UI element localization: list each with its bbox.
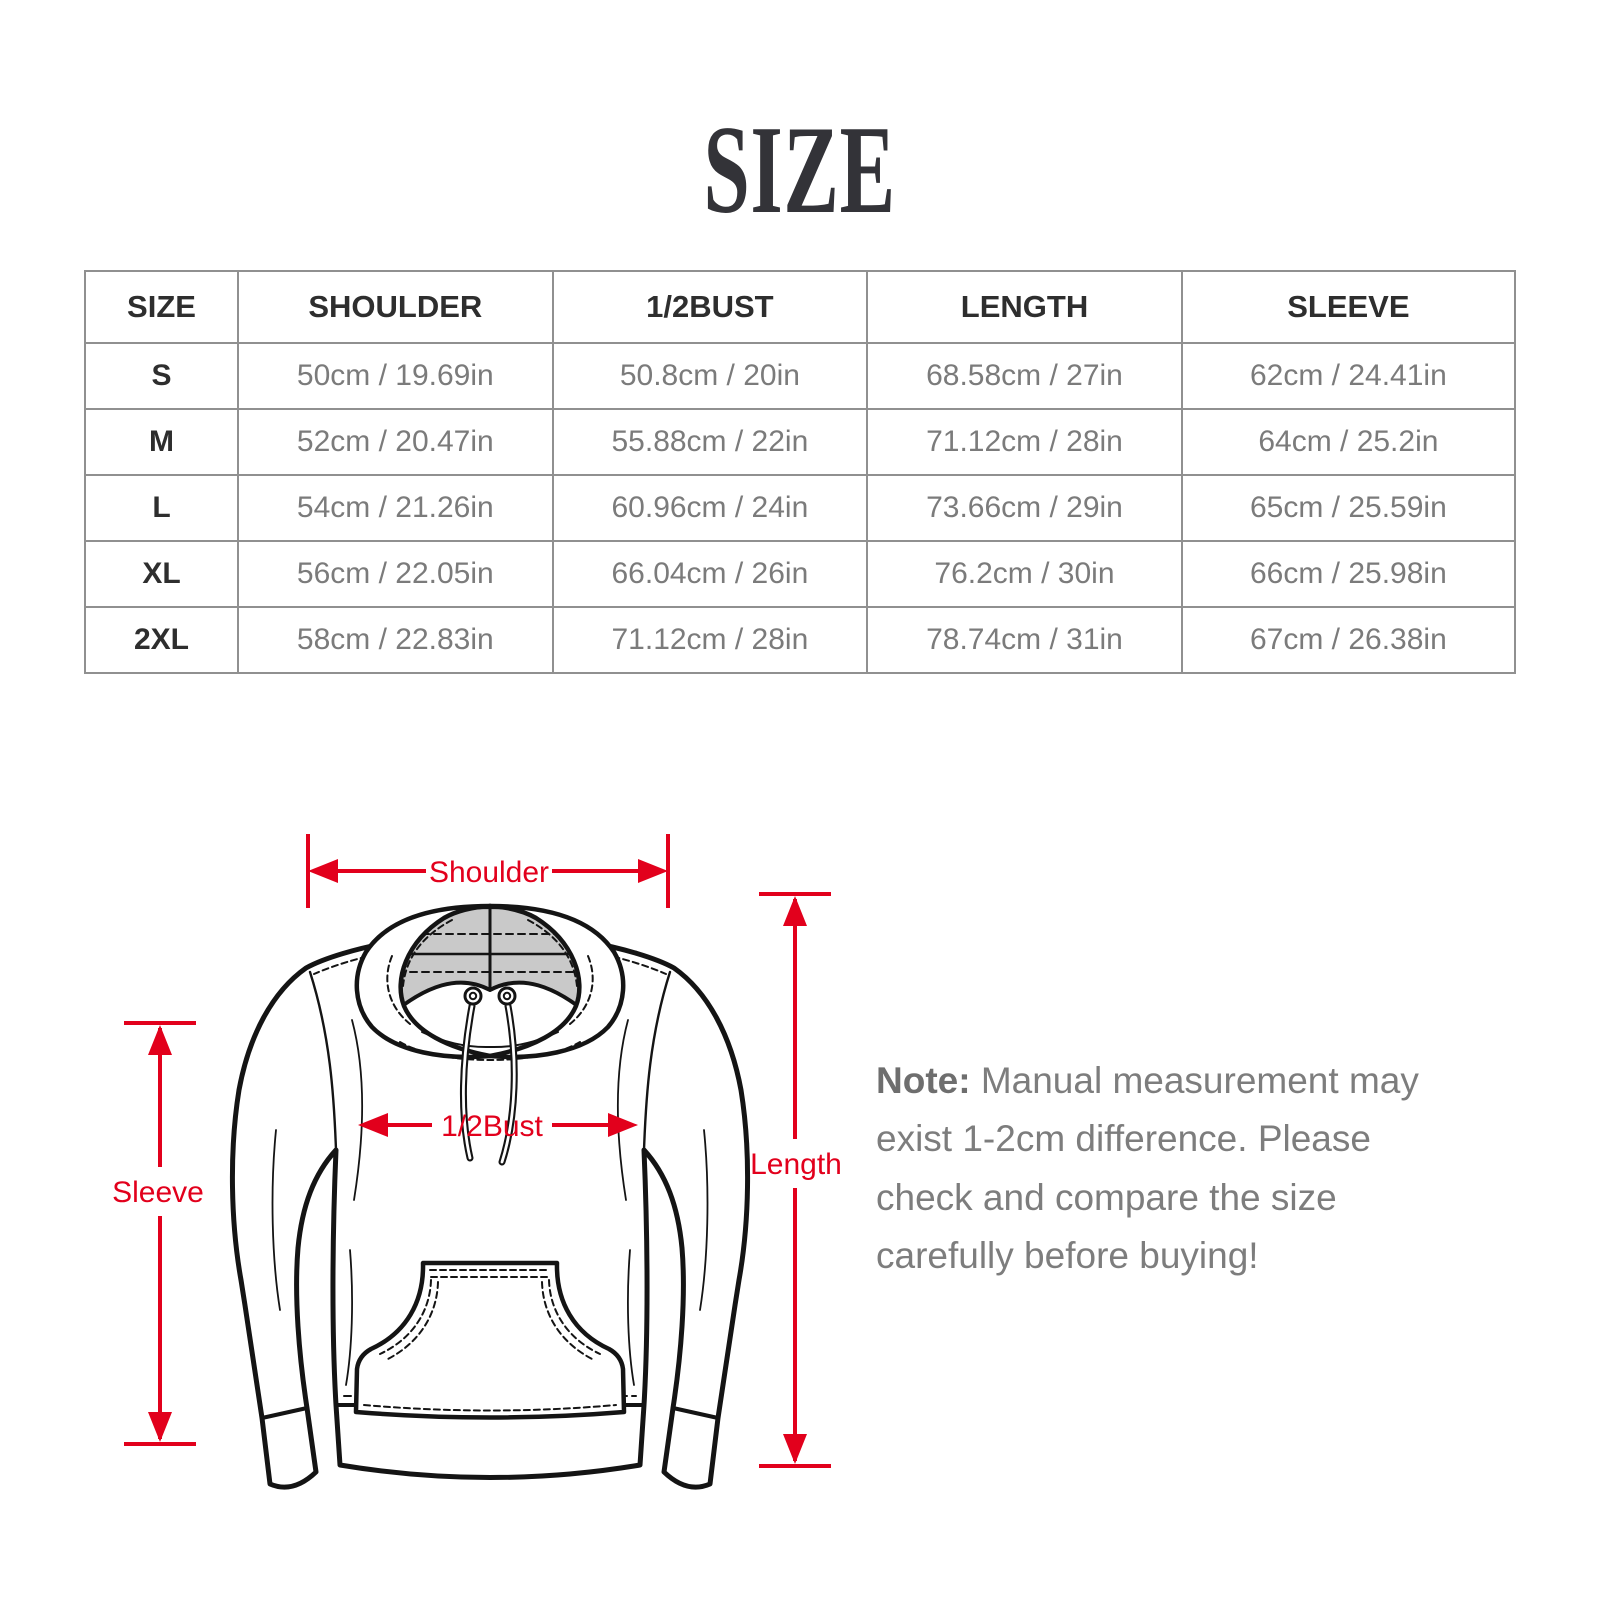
fold-line — [345, 1249, 353, 1386]
shoulder-measure-label: Shoulder — [429, 856, 549, 889]
pocket-stitch-right — [541, 1281, 595, 1361]
armhole-seam-left — [308, 970, 338, 1152]
cell-length: 73.66cm / 29in — [866, 474, 1183, 542]
pocket-stitch-left — [385, 1281, 439, 1361]
shoulder-stitch-right — [593, 951, 667, 975]
col-header-length: LENGTH — [866, 270, 1183, 344]
size-label: XL — [84, 540, 239, 608]
fold-line — [699, 1129, 709, 1311]
arrowhead-down — [148, 1412, 172, 1442]
cell-shoulder: 58cm / 22.83in — [237, 606, 554, 674]
arrowhead-left — [308, 859, 338, 883]
measure-arrowheads-and-labels: Shoulder Sleeve Length 1/2Bust — [112, 856, 842, 1464]
collar-fold-line — [421, 1031, 491, 1049]
arrowhead-up — [783, 896, 807, 926]
kangaroo-pocket — [353, 1260, 627, 1420]
collar-stitch — [402, 919, 453, 987]
size-label: L — [84, 474, 239, 542]
col-header-bust: 1/2BUST — [551, 270, 869, 344]
cell-sleeve: 66cm / 25.98in — [1180, 540, 1517, 608]
cuff-seam-right — [671, 1406, 720, 1420]
collar-stitch — [569, 955, 594, 1025]
pocket-stitch-bottom — [363, 1404, 617, 1412]
armhole-seam-right — [642, 970, 672, 1152]
note-body: Manual measurement may exist 1-2cm diffe… — [876, 1060, 1419, 1277]
drawstring-left-highlight — [462, 1004, 474, 1160]
cell-length: 68.58cm / 27in — [866, 342, 1183, 410]
hoodie-drawing — [229, 903, 751, 1490]
cell-bust: 50.8cm / 20in — [551, 342, 869, 410]
arrowhead-right — [608, 1113, 638, 1137]
bust-measure-label: 1/2Bust — [441, 1110, 543, 1143]
cuff-seam-left — [260, 1406, 309, 1420]
size-label: M — [84, 408, 239, 476]
cell-shoulder: 56cm / 22.05in — [237, 540, 554, 608]
shoulder-stitch-left — [313, 951, 387, 975]
drawstring-right-highlight — [500, 1004, 516, 1164]
eyelet-right — [502, 991, 512, 1001]
fold-line — [351, 1019, 363, 1201]
arrowhead-up — [148, 1025, 172, 1055]
cell-bust: 66.04cm / 26in — [551, 540, 869, 608]
collar-stitch — [386, 955, 411, 1025]
collar-bottom-stitch — [399, 1041, 581, 1061]
cell-length: 71.12cm / 28in — [866, 408, 1183, 476]
table-row-s: S 50cm / 19.69in 50.8cm / 20in 68.58cm /… — [84, 342, 1517, 410]
size-label: S — [84, 342, 239, 410]
fold-line — [627, 1249, 635, 1386]
table-header-row: SIZE SHOULDER 1/2BUST LENGTH SLEEVE — [84, 270, 1517, 344]
table-row-m: M 52cm / 20.47in 55.88cm / 22in 71.12cm … — [84, 408, 1517, 476]
col-header-shoulder: SHOULDER — [237, 270, 554, 344]
eyelet-left — [468, 991, 478, 1001]
cell-bust: 71.12cm / 28in — [551, 606, 869, 674]
pocket-stitch-left — [379, 1279, 432, 1355]
note-label: Note: — [876, 1060, 971, 1101]
cell-sleeve: 65cm / 25.59in — [1180, 474, 1517, 542]
cell-sleeve: 62cm / 24.41in — [1180, 342, 1517, 410]
length-measure-label: Length — [750, 1148, 842, 1181]
page-title: SIZE — [703, 101, 897, 240]
table-row-xl: XL 56cm / 22.05in 66.04cm / 26in 76.2cm … — [84, 540, 1517, 608]
pocket-stitch-right — [548, 1279, 601, 1355]
arrowhead-right — [638, 859, 668, 883]
size-label: 2XL — [84, 606, 239, 674]
cell-bust: 55.88cm / 22in — [551, 408, 869, 476]
note-text: Note: Manual measurement may exist 1-2cm… — [876, 1052, 1476, 1286]
cell-length: 76.2cm / 30in — [866, 540, 1183, 608]
sleeve-measure-label: Sleeve — [112, 1176, 204, 1209]
cell-shoulder: 50cm / 19.69in — [237, 342, 554, 410]
fold-line — [271, 1129, 281, 1311]
col-header-size: SIZE — [84, 270, 239, 344]
fold-line — [617, 1019, 629, 1201]
table-row-2xl: 2XL 58cm / 22.83in 71.12cm / 28in 78.74c… — [84, 606, 1517, 674]
cell-length: 78.74cm / 31in — [866, 606, 1183, 674]
collar-stitch — [527, 919, 578, 987]
cell-sleeve: 67cm / 26.38in — [1180, 606, 1517, 674]
cell-bust: 60.96cm / 24in — [551, 474, 869, 542]
cell-shoulder: 54cm / 21.26in — [237, 474, 554, 542]
cell-shoulder: 52cm / 20.47in — [237, 408, 554, 476]
cell-sleeve: 64cm / 25.2in — [1180, 408, 1517, 476]
size-table: SIZE SHOULDER 1/2BUST LENGTH SLEEVE S 50… — [84, 270, 1517, 674]
collar-fold-line — [489, 1031, 559, 1049]
arrowhead-down — [783, 1434, 807, 1464]
table-row-l: L 54cm / 21.26in 60.96cm / 24in 73.66cm … — [84, 474, 1517, 542]
collar-fold-left — [354, 903, 493, 1060]
hoodie-measurement-diagram: Shoulder Sleeve Length 1/2Bust — [112, 834, 842, 1490]
collar-fold-right — [487, 903, 626, 1060]
arrowhead-left — [358, 1113, 388, 1137]
col-header-sleeve: SLEEVE — [1180, 270, 1517, 344]
